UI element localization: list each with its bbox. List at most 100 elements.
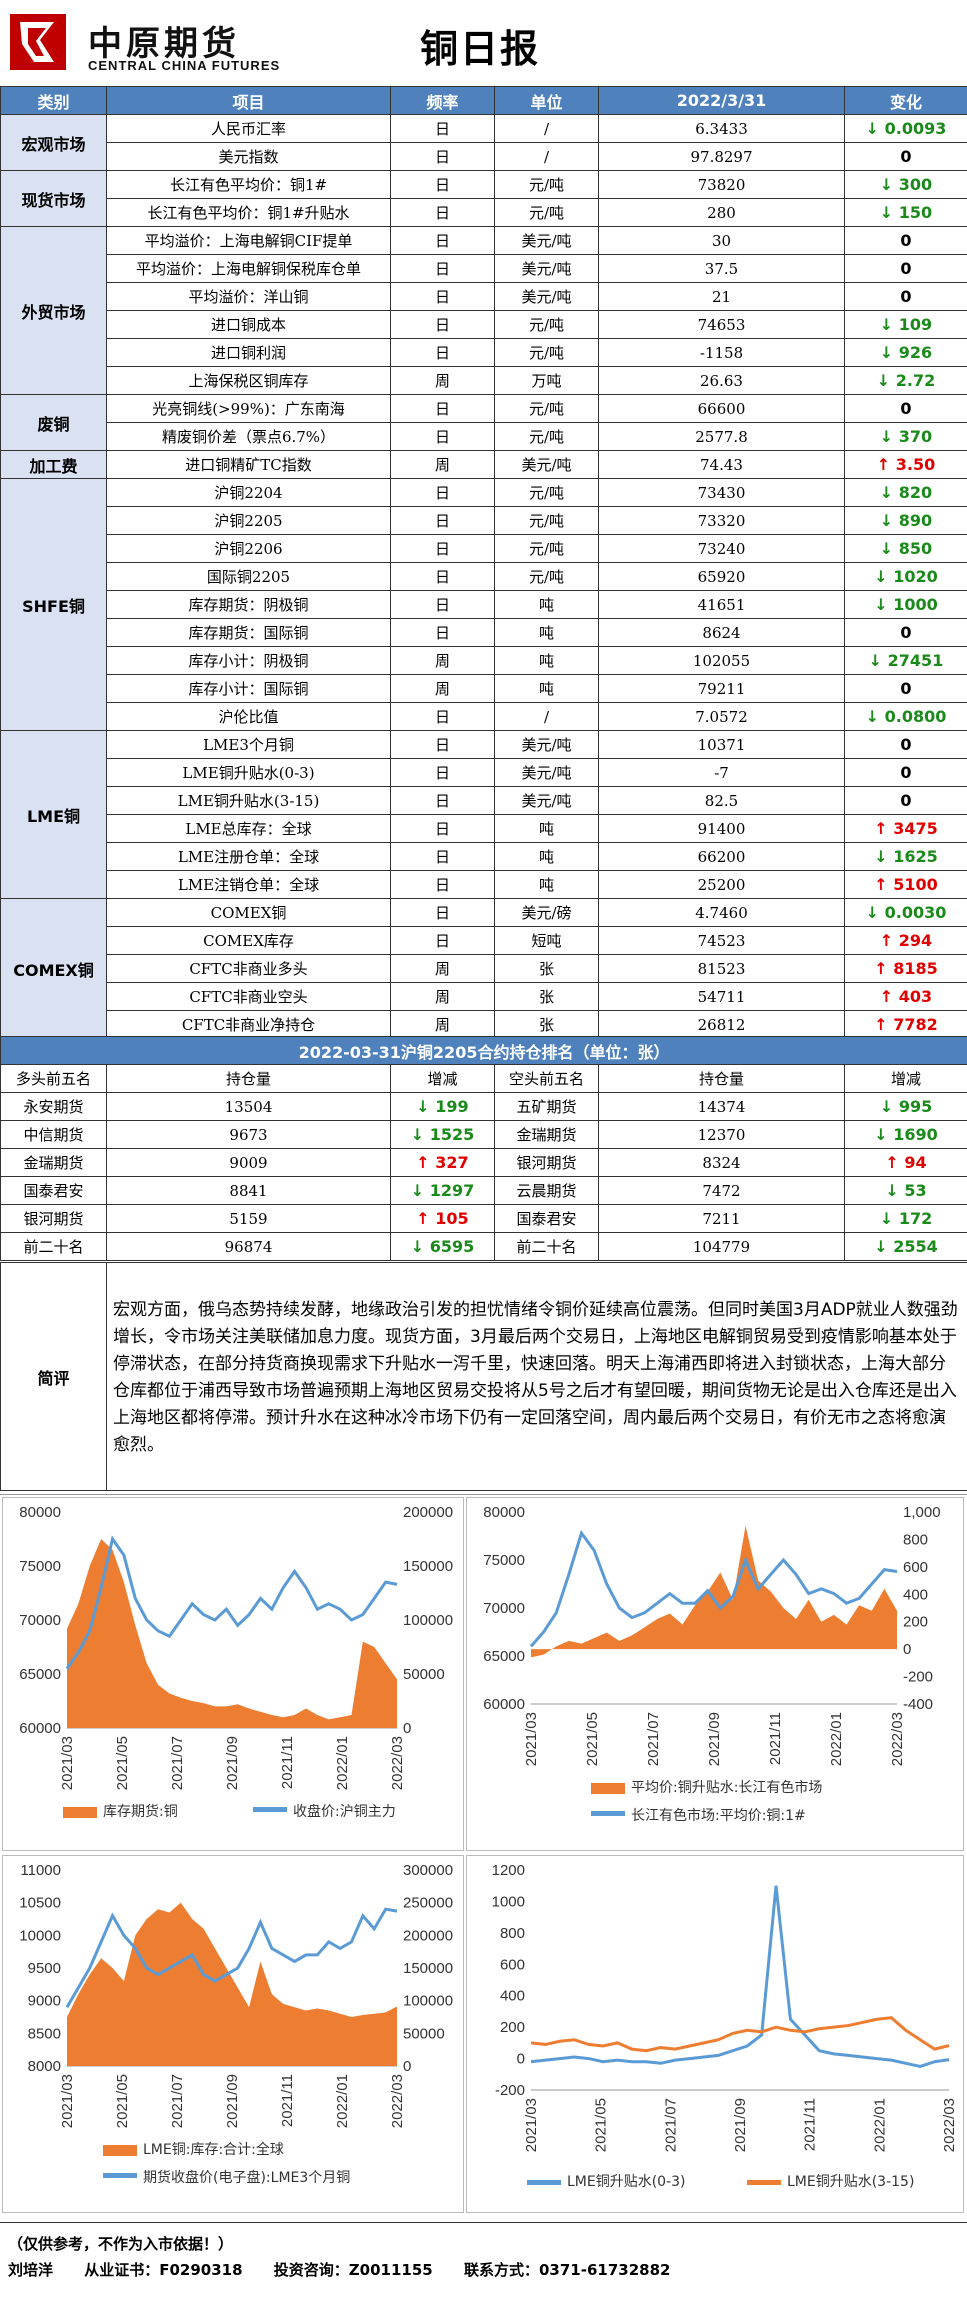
change-value: 7782 [893, 1015, 938, 1034]
license-number: 从业证书：F0290318 [84, 2261, 243, 2279]
table-row: 沪伦比值日/7.0572 ↓ 0.0800 [1, 702, 967, 731]
series-area-0 [67, 1539, 397, 1728]
legend-label: 长江有色市场:平均价:铜:1# [631, 1807, 806, 1824]
change-value: 105 [435, 1209, 469, 1228]
x-tick-label: 2022/03 [389, 2074, 406, 2128]
change-cell: 0 [844, 674, 967, 703]
x-tick-label: 2021/11 [279, 2074, 296, 2127]
change-cell: ↓ 2.72 [844, 366, 967, 395]
item-cell: LME3个月铜 [106, 730, 391, 759]
report-header: 中原期货 CENTRAL CHINA FUTURES 铜日报 [0, 0, 967, 84]
y-tick-label-left: 800 [500, 1925, 525, 1942]
arrow-down-icon: ↓ [879, 483, 899, 502]
change-value: 0 [900, 399, 912, 418]
long-position: 9673 [106, 1120, 391, 1149]
y-tick-label-left: 80000 [483, 1504, 525, 1521]
frequency-cell: 日 [390, 394, 495, 423]
change-value: 1525 [429, 1125, 475, 1144]
value-cell: 73320 [598, 506, 845, 535]
legend-label: LME铜升贴水(0-3) [567, 2174, 686, 2190]
unit-cell: 美元/吨 [494, 730, 599, 759]
change-value: 1000 [893, 595, 938, 614]
long-broker-name: 永安期货 [0, 1092, 107, 1121]
value-cell: 73430 [598, 478, 845, 507]
y-tick-label-right: 100000 [403, 1612, 453, 1629]
category-cell: 加工费 [0, 450, 107, 479]
item-cell: 人民币汇率 [106, 114, 391, 143]
arrow-down-icon: ↓ [416, 1097, 436, 1116]
item-cell: 库存小计：国际铜 [106, 674, 391, 703]
frequency-cell: 日 [390, 562, 495, 591]
arrow-down-icon: ↓ [865, 903, 885, 922]
change-value: 6595 [429, 1237, 475, 1256]
y-tick-label-left: 75000 [19, 1558, 61, 1575]
change-cell: ↓ 0.0800 [844, 702, 967, 731]
short-position: 12370 [598, 1120, 845, 1149]
y-tick-label-right: 250000 [403, 1895, 453, 1912]
change-value: 0 [900, 791, 912, 810]
x-tick-label: 2021/09 [706, 1712, 723, 1766]
charts-area: 80000 75000 70000 65000 60000 200000 150000 100… [0, 1494, 967, 2214]
y-tick-label-right: 150000 [403, 1558, 453, 1575]
report-footer: （仅供参考，不作为入市依据！） 刘培洋 从业证书：F0290318 投资咨询：Z… [0, 2222, 967, 2302]
short-position: 7211 [598, 1204, 845, 1233]
category-cell: 现货市场 [0, 170, 107, 227]
table-row: CFTC非商业多头周张 81523 ↑ 8185 [1, 954, 967, 983]
unit-cell: 张 [494, 982, 599, 1011]
chart-spot-premium-vs-spot-price: 80000 75000 70000 65000 60000 1,000 800 600 400 2… [466, 1497, 964, 1851]
long-broker-name: 金瑞期货 [0, 1148, 107, 1177]
item-cell: CFTC非商业净持仓 [106, 1010, 391, 1039]
frequency-cell: 日 [390, 898, 495, 927]
unit-cell: 元/吨 [494, 534, 599, 563]
ranking-row: 金瑞期货 9009 ↑ 327 银河期货 8324 ↑ 94 [0, 1148, 967, 1177]
change-cell: ↓ 300 [844, 170, 967, 199]
x-tick-label: 2022/03 [941, 2098, 958, 2152]
change-value: 53 [904, 1181, 927, 1200]
series-line-1 [65, 1535, 398, 1670]
item-cell: LME注册仓单：全球 [106, 842, 391, 871]
legend-swatch [591, 1783, 625, 1794]
y-tick-label-left: 8000 [28, 2058, 61, 2075]
legend-swatch [103, 2173, 137, 2178]
x-tick-label: 2022/01 [828, 1712, 845, 1766]
value-cell: 65920 [598, 562, 845, 591]
table-row: 宏观市场 人民币汇率日/6.3433 ↓ 0.0093 [0, 114, 967, 171]
series-line-1 [65, 1907, 398, 2008]
item-cell: LME总库存：全球 [106, 814, 391, 843]
market-data-table: 类别 项目 频率 单位 2022/3/31 变化 宏观市场 人民币汇率日/6.34… [0, 86, 967, 1039]
unit-cell: 美元/磅 [494, 898, 599, 927]
rank-col-short-pos: 持仓量 [598, 1064, 845, 1093]
table-row: LME铜 LME3个月铜日美元/吨 10371 0 [0, 730, 967, 899]
change-cell: ↓ 1000 [844, 590, 967, 619]
short-broker-name: 前二十名 [494, 1232, 599, 1261]
y-tick-label-left: 200 [500, 2019, 525, 2036]
frequency-cell: 日 [390, 254, 495, 283]
y-tick-label-right: 400 [903, 1586, 928, 1603]
value-cell: 82.5 [598, 786, 845, 815]
long-position: 96874 [106, 1232, 391, 1261]
legend-label: LME铜:库存:合计:全球 [143, 2141, 284, 2158]
legend-swatch [253, 1807, 287, 1812]
value-cell: 6.3433 [598, 114, 845, 143]
change-value: 926 [898, 343, 933, 362]
item-cell: 库存期货：阴极铜 [106, 590, 391, 619]
arrow-down-icon: ↓ [879, 203, 899, 222]
x-tick-label: 2021/05 [593, 2098, 610, 2152]
change-cell: 0 [844, 730, 967, 759]
change-value: 1625 [893, 847, 938, 866]
unit-cell: 元/吨 [494, 310, 599, 339]
long-position: 5159 [106, 1204, 391, 1233]
company-name-en: CENTRAL CHINA FUTURES [88, 58, 281, 73]
unit-cell: 美元/吨 [494, 450, 599, 479]
item-cell: 精废铜价差（票点6.7%） [106, 422, 391, 451]
col-header-date: 2022/3/31 [598, 86, 845, 115]
x-tick-label: 2021/05 [584, 1712, 601, 1766]
change-value: 995 [898, 1097, 933, 1116]
long-broker-name: 国泰君安 [0, 1176, 107, 1205]
arrow-down-icon: ↓ [874, 1125, 894, 1144]
y-tick-label-right: 600 [903, 1559, 928, 1576]
y-tick-label-left: 11000 [20, 1862, 61, 1879]
arrow-down-icon: ↓ [868, 651, 888, 670]
unit-cell: 元/吨 [494, 338, 599, 367]
